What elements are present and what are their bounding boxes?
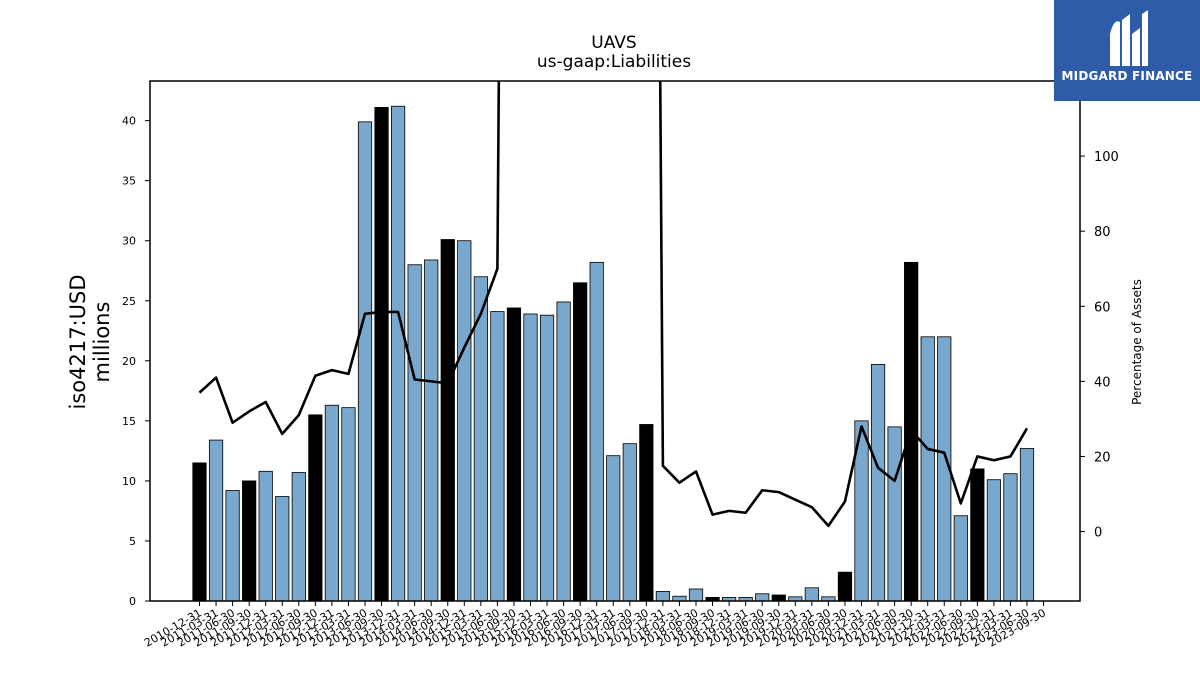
- y-tick-label: 30: [122, 235, 136, 248]
- midgard-finance-logo: MIDGARD FINANCE: [1054, 0, 1200, 101]
- y2-tick-label: 100: [1094, 150, 1119, 165]
- bar-2012-03-31: [275, 496, 290, 602]
- left-axis-ticks: 0 5 10 15 20 25 30 35 40: [122, 115, 150, 608]
- y-axis-label-line2: millions: [90, 301, 114, 383]
- bar-2016-03-31: [539, 314, 555, 602]
- bar-2013-03-31: [341, 407, 356, 602]
- bar-2017-09-30: [639, 424, 654, 602]
- bar-2012-06-30: [291, 472, 306, 602]
- y2-tick-label: 80: [1094, 225, 1111, 240]
- bar-2010-12-31: [192, 462, 207, 602]
- bar-2015-12-31: [523, 313, 538, 602]
- bar-2019-09-30: [771, 594, 786, 602]
- y-tick-label: 10: [122, 475, 136, 488]
- bar-2016-06-30: [556, 301, 571, 602]
- bar-2012-09-30: [308, 414, 323, 602]
- chart-subtitle: us-gaap:Liabilities: [536, 52, 692, 72]
- y-tick-label: 15: [122, 415, 136, 428]
- percentage-of-assets-line: [198, 81, 1029, 528]
- bar-2015-06-30: [490, 311, 505, 602]
- bar-2023-03-31: [1003, 473, 1018, 602]
- y-tick-label: 5: [129, 535, 136, 548]
- y2-tick-label: 20: [1094, 450, 1111, 465]
- bar-2017-12-31: [655, 590, 671, 602]
- y-tick-label: 40: [122, 115, 136, 128]
- bar-2011-09-30: [242, 480, 257, 602]
- bar-2013-12-31: [390, 105, 406, 602]
- percentage-line-group: [198, 81, 1029, 528]
- y2-tick-label: 40: [1094, 375, 1111, 390]
- bar-2017-06-30: [622, 443, 637, 602]
- bar-2011-06-30: [225, 490, 240, 602]
- chart-title: UAVS: [591, 33, 637, 53]
- bar-2017-03-31: [606, 455, 621, 602]
- logo-text: MIDGARD FINANCE: [1061, 69, 1193, 83]
- bar-2011-12-31: [258, 470, 273, 602]
- bar-2023-06-30: [1019, 448, 1035, 602]
- bar-2014-09-30: [440, 239, 455, 602]
- right-axis-ticks: 0 20 40 60 80 100: [1080, 150, 1119, 541]
- bar-2022-06-30: [953, 515, 968, 602]
- bar-2014-03-31: [407, 264, 422, 602]
- secondary-y-axis-label: Percentage of Assets: [1130, 279, 1144, 405]
- y2-tick-label: 60: [1094, 300, 1111, 315]
- bar-2012-12-31: [324, 404, 340, 602]
- plot-frame: [149, 80, 1081, 602]
- bar-2016-09-30: [573, 282, 588, 602]
- bar-2013-06-30: [357, 121, 373, 602]
- y-axis-label: iso4217:USD millions: [66, 274, 114, 409]
- bar-2021-03-31: [870, 364, 886, 602]
- y2-tick-label: 0: [1094, 526, 1102, 541]
- x-axis-ticks: 2010-12-312011-03-312011-06-302011-09-30…: [142, 601, 1048, 650]
- bar-2014-06-30: [424, 259, 439, 602]
- bar-2020-09-30: [837, 571, 853, 602]
- bar-2021-12-31: [920, 336, 935, 602]
- bar-2011-03-31: [208, 439, 224, 602]
- bar-2015-09-30: [506, 307, 522, 602]
- bar-2022-09-30: [970, 468, 985, 602]
- bar-2014-12-31: [457, 240, 472, 602]
- y-tick-label: 35: [122, 175, 136, 188]
- y-axis-label-line1: iso4217:USD: [66, 274, 90, 410]
- y-tick-label: 0: [129, 595, 136, 608]
- y-tick-label: 20: [122, 355, 136, 368]
- logo-mark-icon: [1110, 10, 1148, 66]
- bar-2020-03-31: [804, 587, 819, 602]
- bar-2019-06-30: [755, 593, 770, 602]
- bar-2021-06-30: [887, 426, 902, 602]
- y-tick-label: 25: [122, 295, 136, 308]
- bar-2018-06-30: [688, 588, 704, 602]
- bar-2013-09-30: [374, 107, 389, 602]
- bar-2016-12-31: [589, 261, 604, 602]
- bar-2022-12-31: [986, 479, 1002, 602]
